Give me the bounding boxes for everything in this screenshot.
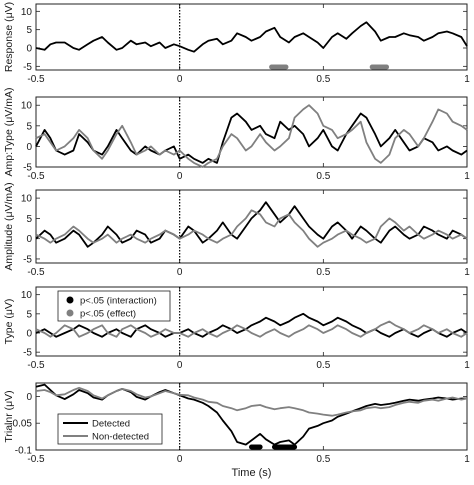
axes-box: [35, 96, 468, 168]
x-tick-label: 0.5: [316, 171, 330, 182]
x-tick-label: 1: [464, 171, 470, 182]
x-tick-label: 1: [464, 360, 470, 371]
y-axis-label: Amp:Type (μV/mA): [3, 88, 15, 177]
x-tick-label: 0.5: [316, 267, 330, 278]
legend: p<.05 (interaction) p<.05 (effect): [57, 290, 171, 322]
y-tick-label: 0: [26, 329, 32, 340]
legend: Detected Non-detected: [57, 413, 163, 445]
y-tick-label: 0: [26, 234, 32, 245]
y-tick-label: 5: [26, 309, 32, 320]
y-tick-label: -0.1: [15, 446, 33, 457]
x-tick-label: -0.5: [27, 171, 45, 182]
axes-box: [35, 3, 468, 71]
x-tick-label: 0: [177, 74, 183, 85]
x-tick-label: 0: [177, 360, 183, 371]
y-axis-label: Amplitude (μV/mA): [3, 182, 15, 270]
y-axis-label: Type (μV): [3, 299, 15, 345]
series-line-1: [35, 21, 468, 53]
x-tick-label: -0.5: [27, 454, 45, 465]
y-tick-label: 0: [26, 142, 32, 153]
x-tick-label: 0.5: [316, 454, 330, 465]
axes-box: [35, 286, 468, 357]
y-tick-label: 10: [21, 290, 33, 301]
legend-label: p<.05 (effect): [80, 309, 136, 320]
legend-label: Detected: [92, 419, 130, 430]
y-axis-label: Response (μV): [3, 2, 15, 72]
x-tick-label: 0.5: [316, 74, 330, 85]
series-line-detected: [35, 112, 468, 164]
x-tick-label: -0.5: [27, 74, 45, 85]
y-tick-label: -5: [23, 62, 32, 73]
y-tick-label: 0: [26, 44, 32, 55]
x-tick-label: 0: [177, 171, 183, 182]
series-line-detected: [35, 201, 468, 248]
x-tick-label: 0.5: [316, 360, 330, 371]
x-tick-label: -0.5: [27, 360, 45, 371]
y-tick-label: 0: [26, 392, 32, 403]
y-tick-label: -5: [23, 254, 32, 265]
y-tick-label: 5: [26, 214, 32, 225]
series-line-non-detected: [35, 320, 468, 338]
axes-box: [35, 382, 468, 451]
y-axis-label: Trialnr (μV): [3, 390, 15, 442]
y-tick-label: -5: [23, 348, 32, 359]
panel-5: -0.1 -0.05 0 -0.5 0 0.5 1 Trialnr (μV) Time (s) D…: [3, 382, 470, 479]
series-line-non-detected: [35, 386, 468, 417]
panel-3: -5 0 5 10 -0.5 0 0.5 1 Amplitude (μV/mA): [3, 182, 470, 278]
x-axis-label: Time (s): [232, 467, 272, 479]
x-tick-label: 1: [464, 267, 470, 278]
y-tick-label: 5: [26, 121, 32, 132]
legend-box: [57, 290, 171, 322]
x-tick-label: 1: [464, 454, 470, 465]
legend-marker: [66, 309, 74, 317]
axes-box: [35, 189, 468, 264]
legend-label: Non-detected: [92, 432, 149, 443]
x-tick-label: 0: [177, 454, 183, 465]
x-tick-label: 1: [464, 74, 470, 85]
x-tick-label: 0: [177, 267, 183, 278]
legend-box: [57, 413, 163, 445]
series-line-non-detected: [35, 209, 468, 248]
series-line-non-detected: [35, 104, 468, 168]
panel-4: -5 0 5 10 -0.5 0 0.5 1 Type (μV) p<.05 (interacti…: [3, 286, 470, 371]
y-tick-label: 10: [21, 194, 33, 205]
y-tick-label: 10: [21, 7, 33, 18]
y-tick-label: 5: [26, 25, 32, 36]
panel-2: -5 0 5 10 -0.5 0 0.5 1 Amp:Type (μV/mA): [3, 88, 470, 182]
y-tick-label: -5: [23, 163, 32, 174]
x-tick-label: -0.5: [27, 267, 45, 278]
legend-marker: [66, 296, 74, 304]
legend-label: p<.05 (interaction): [80, 296, 157, 307]
y-tick-label: -0.05: [9, 419, 32, 430]
panel-1: -5 0 5 10 -0.5 0 0.5 1 Response (μV): [3, 2, 470, 85]
y-tick-label: 10: [21, 101, 33, 112]
